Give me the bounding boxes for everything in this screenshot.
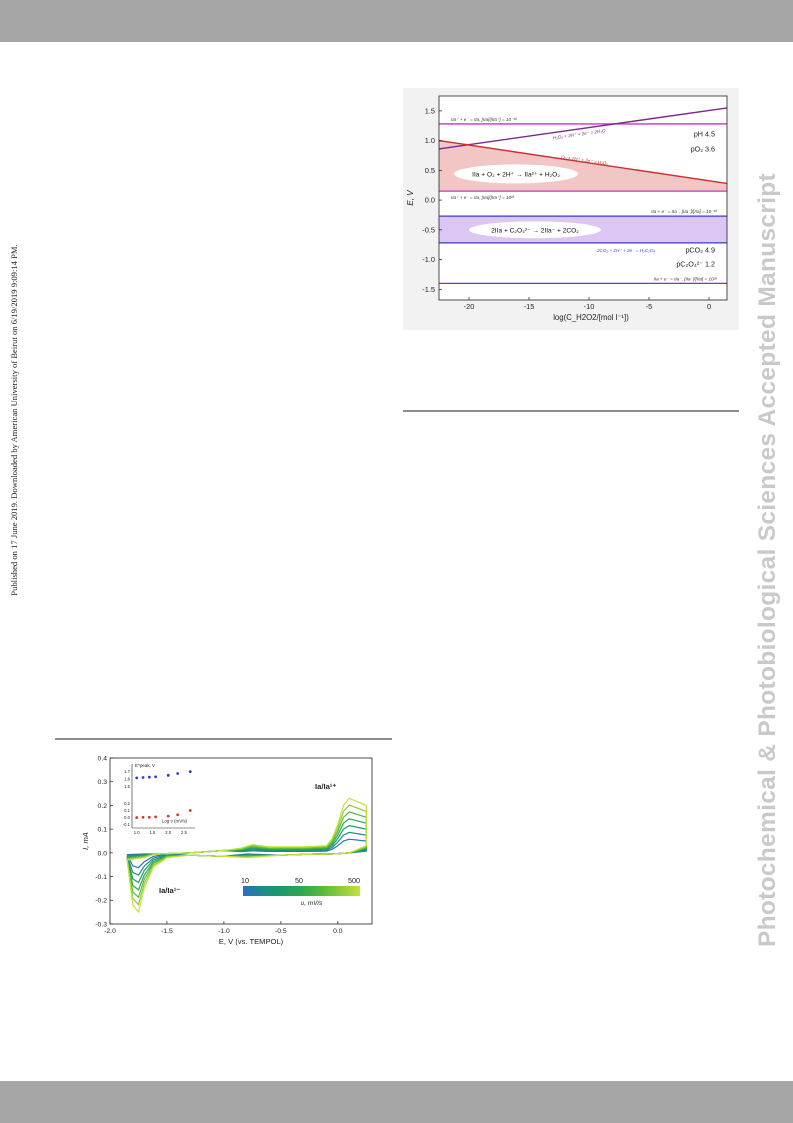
po2-label: pO₂ 3.6 — [691, 144, 715, 153]
potential-diagram-figure: IIa⁺ + e⁻ = IIa, [IIa]/[IIa⁺] = 10⁻¹⁶ IIa… — [403, 88, 739, 330]
inset-y-tick-label: 1.7 — [124, 769, 130, 774]
x-tick-label: 0 — [707, 302, 711, 311]
colorbar-label: υ, mV/s — [301, 900, 323, 907]
y-tick-label: 1.5 — [425, 106, 435, 115]
cyclic-voltammogram-figure: 0.40.30.20.10.0-0.1-0.2-0.3-2.0 -1.5 -1.0-… — [80, 746, 380, 956]
inset-x-tick-label: 1.5 — [150, 830, 156, 835]
inset-x-tick-label: 1.0 — [134, 830, 140, 835]
inset-blue-point — [189, 770, 192, 773]
y-tick-label: 1.0 — [425, 136, 435, 145]
x-tick-label: -20 — [464, 302, 475, 311]
colorbar-tick-label: 50 — [295, 876, 303, 885]
y-tick-label: 0.3 — [98, 779, 108, 786]
inset-red-point — [148, 816, 151, 819]
x-tick-label: -5 — [646, 302, 653, 311]
right-column-rule — [403, 410, 739, 412]
watermark-text: Photochemical & Photobiological Sciences… — [754, 173, 782, 947]
y-tick-label: -0.5 — [422, 225, 435, 234]
x-tick-label: -2.0 — [104, 928, 116, 935]
inset-red-point — [167, 815, 170, 818]
inset-y-tick-label: 0.0 — [124, 815, 130, 820]
inset-red-point — [135, 816, 138, 819]
inset-x-tick-label: 2.5 — [181, 830, 187, 835]
inset-blue-point — [167, 774, 170, 777]
level-label: IIa + e⁻ = IIa⁻, [IIa⁻]/[IIa] = 10¹⁶ — [654, 276, 718, 281]
pco2-label: pCO₂ 4.9 — [685, 245, 715, 254]
level-label: IIa⁺ + e⁻ = IIa, [IIa]/[IIa⁺] = 10⁻¹⁶ — [451, 117, 517, 122]
y-tick-label: 0.1 — [98, 827, 108, 834]
level-label: IIa⁺ + e⁻ = IIa, [IIa]/[IIa⁺] = 10¹⁶ — [451, 195, 515, 200]
inset-blue-point — [142, 776, 145, 779]
inset-red-point — [176, 813, 179, 816]
y-tick-label: 0.0 — [425, 196, 435, 205]
inset-y-label: E^peak, V — [135, 763, 155, 768]
inset-red-point — [142, 816, 145, 819]
inset-y-tick-label: 0.1 — [124, 808, 130, 813]
level-label: IIa + e⁻ = IIa⁻, [IIa⁻]/[IIa] = 10⁻¹⁶ — [651, 209, 717, 214]
y-tick-label: 0.2 — [98, 803, 108, 810]
left-column-rule — [55, 738, 392, 740]
inset-y-tick-label: -0.1 — [123, 822, 131, 827]
pc2o4-label: pC₂O₄²⁻ 1.2 — [676, 260, 715, 269]
y-axis-label: E, V — [406, 190, 415, 206]
x-tick-label: -15 — [524, 302, 535, 311]
inset-y-tick-label: 1.5 — [124, 784, 130, 789]
y-tick-label: 0.4 — [98, 755, 108, 762]
inset-blue-point — [176, 772, 179, 775]
footer-band — [0, 1081, 793, 1123]
x-axis-label: log(C_H2O2/[mol l⁻¹]) — [553, 313, 629, 322]
colorbar-tick-label: 500 — [348, 876, 360, 885]
oxidation-couple-label: Ia/Ia¹⁺ — [315, 782, 336, 791]
x-tick-label: -1.0 — [218, 928, 230, 935]
y-tick-label: -1.5 — [422, 285, 435, 294]
inset-y-tick-label: 0.2 — [124, 801, 130, 806]
inset-x-label: Log υ (mV/s) — [162, 818, 188, 823]
ph-label: pH 4.5 — [694, 129, 715, 138]
inset-x-tick-label: 2.0 — [165, 830, 171, 835]
x-tick-label: -10 — [584, 302, 595, 311]
colorbar-tick-label: 10 — [241, 876, 249, 885]
y-tick-label: -0.1 — [95, 874, 107, 881]
x-tick-label: 0.0 — [333, 928, 343, 935]
y-tick-label: -1.0 — [422, 255, 435, 264]
y-axis-label: I, mA — [81, 832, 90, 850]
reaction-2-text: 2IIa + C₂O₄²⁻ → 2IIa⁻ + 2CO₂ — [491, 227, 579, 234]
inset-blue-point — [135, 777, 138, 780]
y-tick-label: -0.2 — [95, 898, 107, 905]
inset-red-point — [189, 809, 192, 812]
download-note-text: Published on 17 June 2019. Downloaded by… — [9, 244, 19, 595]
level-label: 2CO₂ + 2H⁺ + 2e⁻ = H₂C₂O₄ — [596, 248, 655, 253]
x-tick-label: -0.5 — [275, 928, 287, 935]
header-band — [0, 0, 793, 42]
y-tick-label: 0.0 — [98, 850, 108, 857]
colorbar — [243, 886, 360, 896]
inset-blue-point — [154, 775, 157, 778]
reaction-1-text: IIa + O₂ + 2H⁺ → IIa²⁺ + H₂O₂ — [472, 171, 560, 178]
inset-y-tick-label: 1.6 — [124, 777, 130, 782]
inset-blue-point — [148, 776, 151, 779]
x-tick-label: -1.5 — [161, 928, 173, 935]
reduction-couple-label: Ia/Ia¹⁻ — [159, 886, 180, 895]
y-tick-label: 0.5 — [425, 166, 435, 175]
inset-red-point — [154, 815, 157, 818]
x-axis-label: E, V (vs. TEMPOL) — [219, 937, 284, 946]
